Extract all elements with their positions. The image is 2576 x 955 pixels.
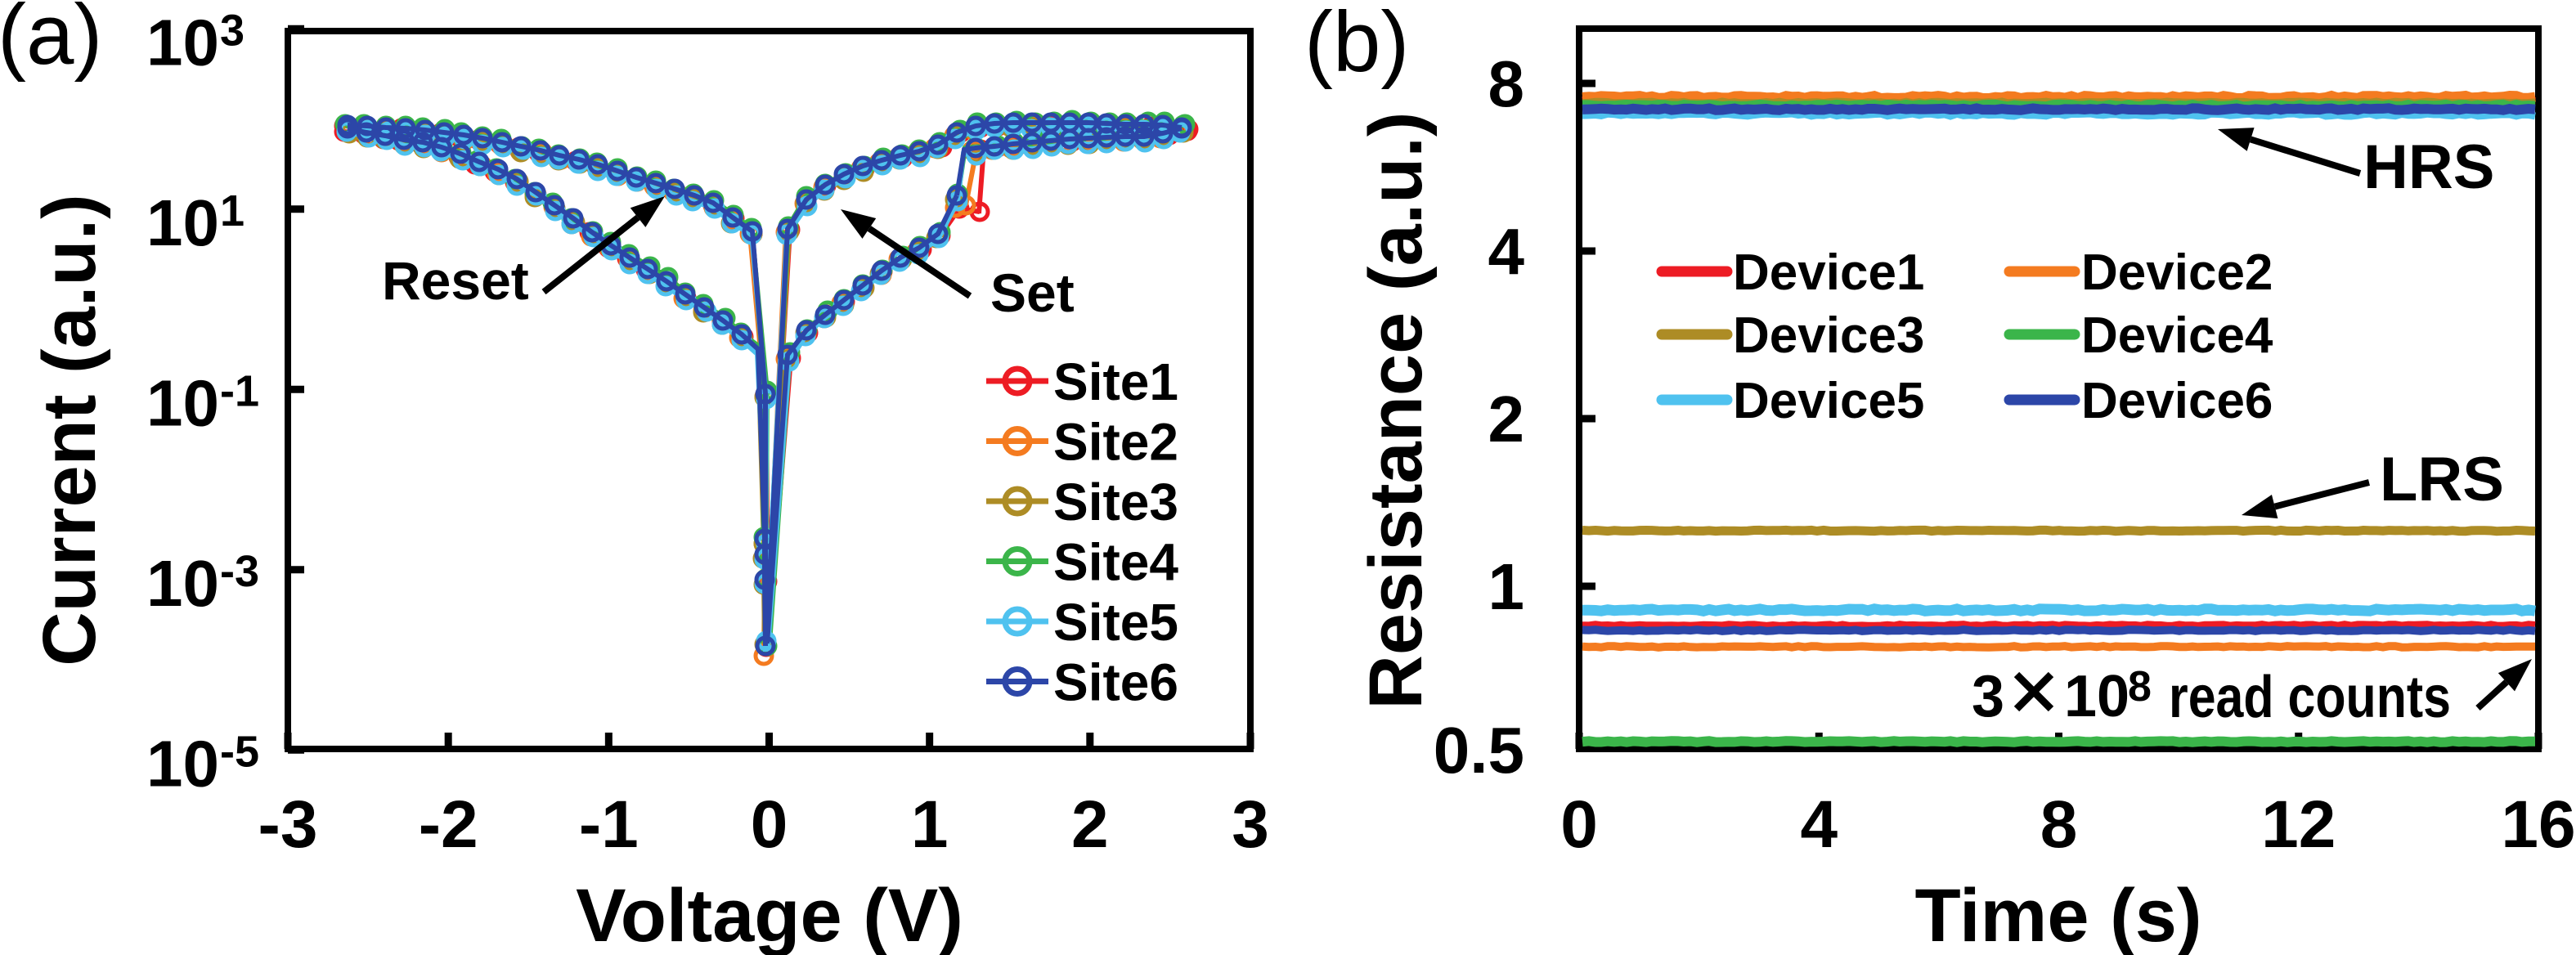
svg-text:Voltage (V): Voltage (V) (576, 874, 963, 955)
svg-text:10: 10 (146, 366, 219, 439)
svg-text:2: 2 (1071, 787, 1109, 862)
svg-text:Reset: Reset (382, 250, 529, 311)
svg-text:8: 8 (2128, 663, 2152, 711)
svg-text:Set: Set (990, 262, 1075, 323)
svg-text:Site4: Site4 (1053, 533, 1178, 592)
svg-text:-3: -3 (220, 547, 259, 596)
svg-text:3: 3 (220, 6, 245, 55)
svg-text:LRS: LRS (2380, 445, 2504, 514)
svg-text:10: 10 (146, 186, 219, 259)
svg-text:10: 10 (146, 727, 219, 800)
svg-text:Device2: Device2 (2081, 244, 2273, 301)
svg-text:-1: -1 (579, 787, 639, 862)
svg-text:0.5: 0.5 (1434, 714, 1524, 787)
svg-text:read counts: read counts (2169, 665, 2451, 730)
svg-text:8: 8 (2040, 787, 2078, 862)
svg-text:1: 1 (220, 186, 245, 235)
svg-text:10: 10 (146, 547, 219, 620)
svg-text:4: 4 (1800, 787, 1838, 862)
svg-text:(a): (a) (0, 0, 102, 83)
svg-text:-5: -5 (220, 727, 259, 776)
svg-text:1: 1 (1488, 550, 1525, 623)
svg-text:-1: -1 (220, 366, 259, 415)
svg-text:Device5: Device5 (1733, 373, 1924, 429)
svg-text:Site6: Site6 (1053, 653, 1178, 712)
svg-text:HRS: HRS (2363, 132, 2494, 202)
svg-text:Site1: Site1 (1053, 352, 1178, 411)
svg-text:Site3: Site3 (1053, 473, 1178, 531)
svg-text:Resistance (a.u.): Resistance (a.u.) (1354, 111, 1438, 709)
svg-text:Current (a.u.): Current (a.u.) (28, 194, 111, 666)
svg-text:Device4: Device4 (2081, 307, 2273, 364)
svg-text:-3: -3 (258, 787, 318, 862)
svg-text:10: 10 (146, 6, 219, 78)
svg-text:4: 4 (1488, 215, 1525, 288)
svg-text:16: 16 (2501, 787, 2575, 862)
svg-text:Time (s): Time (s) (1914, 874, 2201, 955)
svg-text:3: 3 (1232, 787, 1269, 862)
svg-text:(b): (b) (1304, 0, 1409, 90)
svg-text:Device3: Device3 (1733, 307, 1924, 364)
svg-text:8: 8 (1488, 47, 1525, 120)
svg-text:2: 2 (1488, 383, 1525, 455)
svg-text:Site2: Site2 (1053, 413, 1178, 472)
svg-text:1: 1 (911, 787, 949, 862)
svg-text:0: 0 (1560, 787, 1598, 862)
svg-text:12: 12 (2261, 787, 2336, 862)
svg-text:3: 3 (1972, 664, 2004, 729)
svg-text:Site5: Site5 (1053, 593, 1178, 652)
svg-text:-2: -2 (419, 787, 478, 862)
svg-text:Device1: Device1 (1733, 244, 1924, 301)
svg-text:10: 10 (2064, 664, 2129, 729)
svg-text:Device6: Device6 (2081, 373, 2273, 429)
svg-text:0: 0 (751, 787, 788, 862)
